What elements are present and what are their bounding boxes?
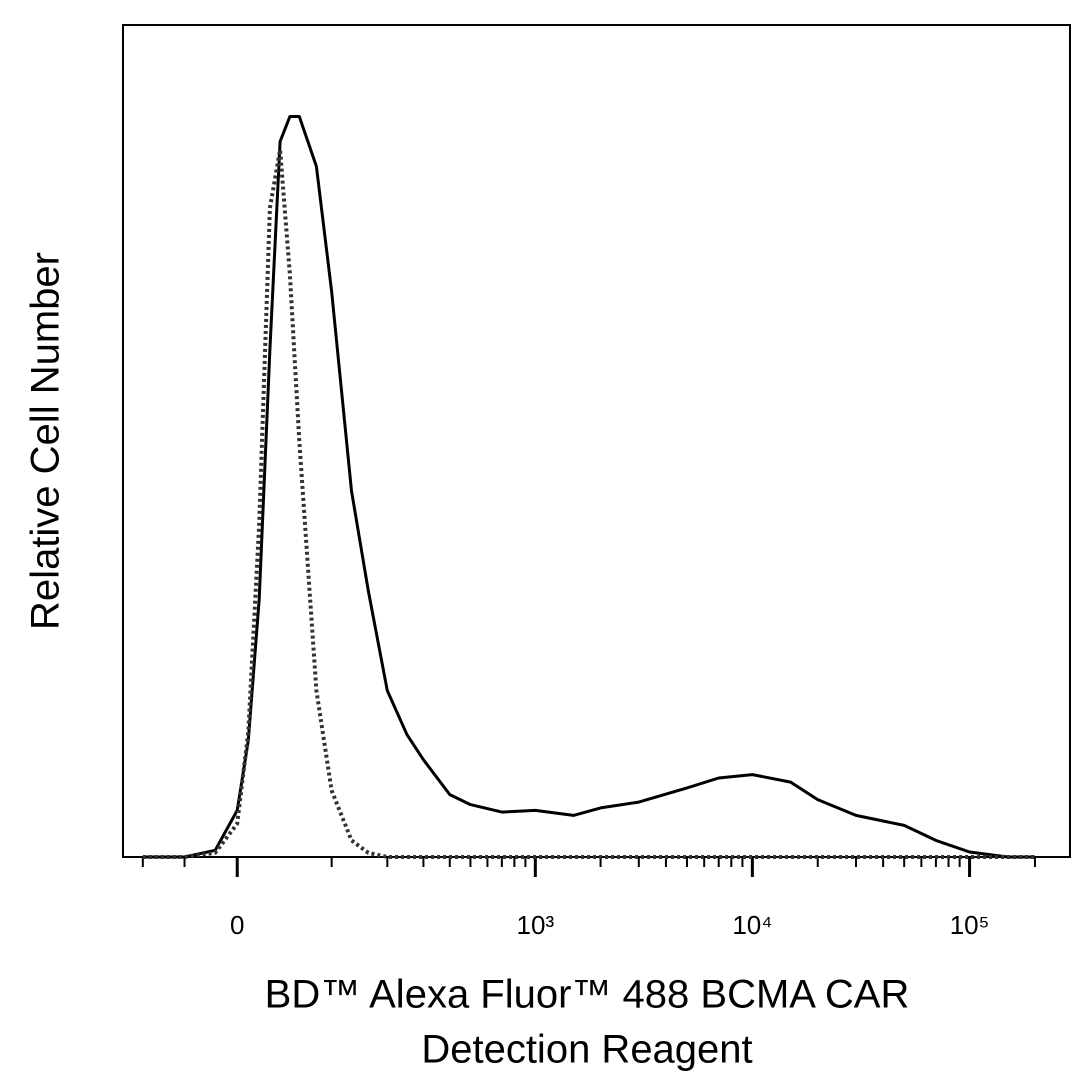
y-axis-label: Relative Cell Number — [24, 252, 68, 630]
plot-frame — [122, 24, 1071, 858]
x-axis-label: Detection Reagent — [421, 1028, 752, 1072]
x-tick-label: 10⁴ — [732, 910, 772, 940]
x-axis-label: BD™ Alexa Fluor™ 488 BCMA CAR — [265, 973, 910, 1017]
histogram-line — [142, 115, 1035, 859]
x-tick-label: 0 — [230, 910, 244, 940]
histogram-line — [142, 147, 1035, 859]
x-tick-label: 10⁵ — [950, 910, 990, 940]
x-tick-label: 10³ — [517, 910, 555, 940]
